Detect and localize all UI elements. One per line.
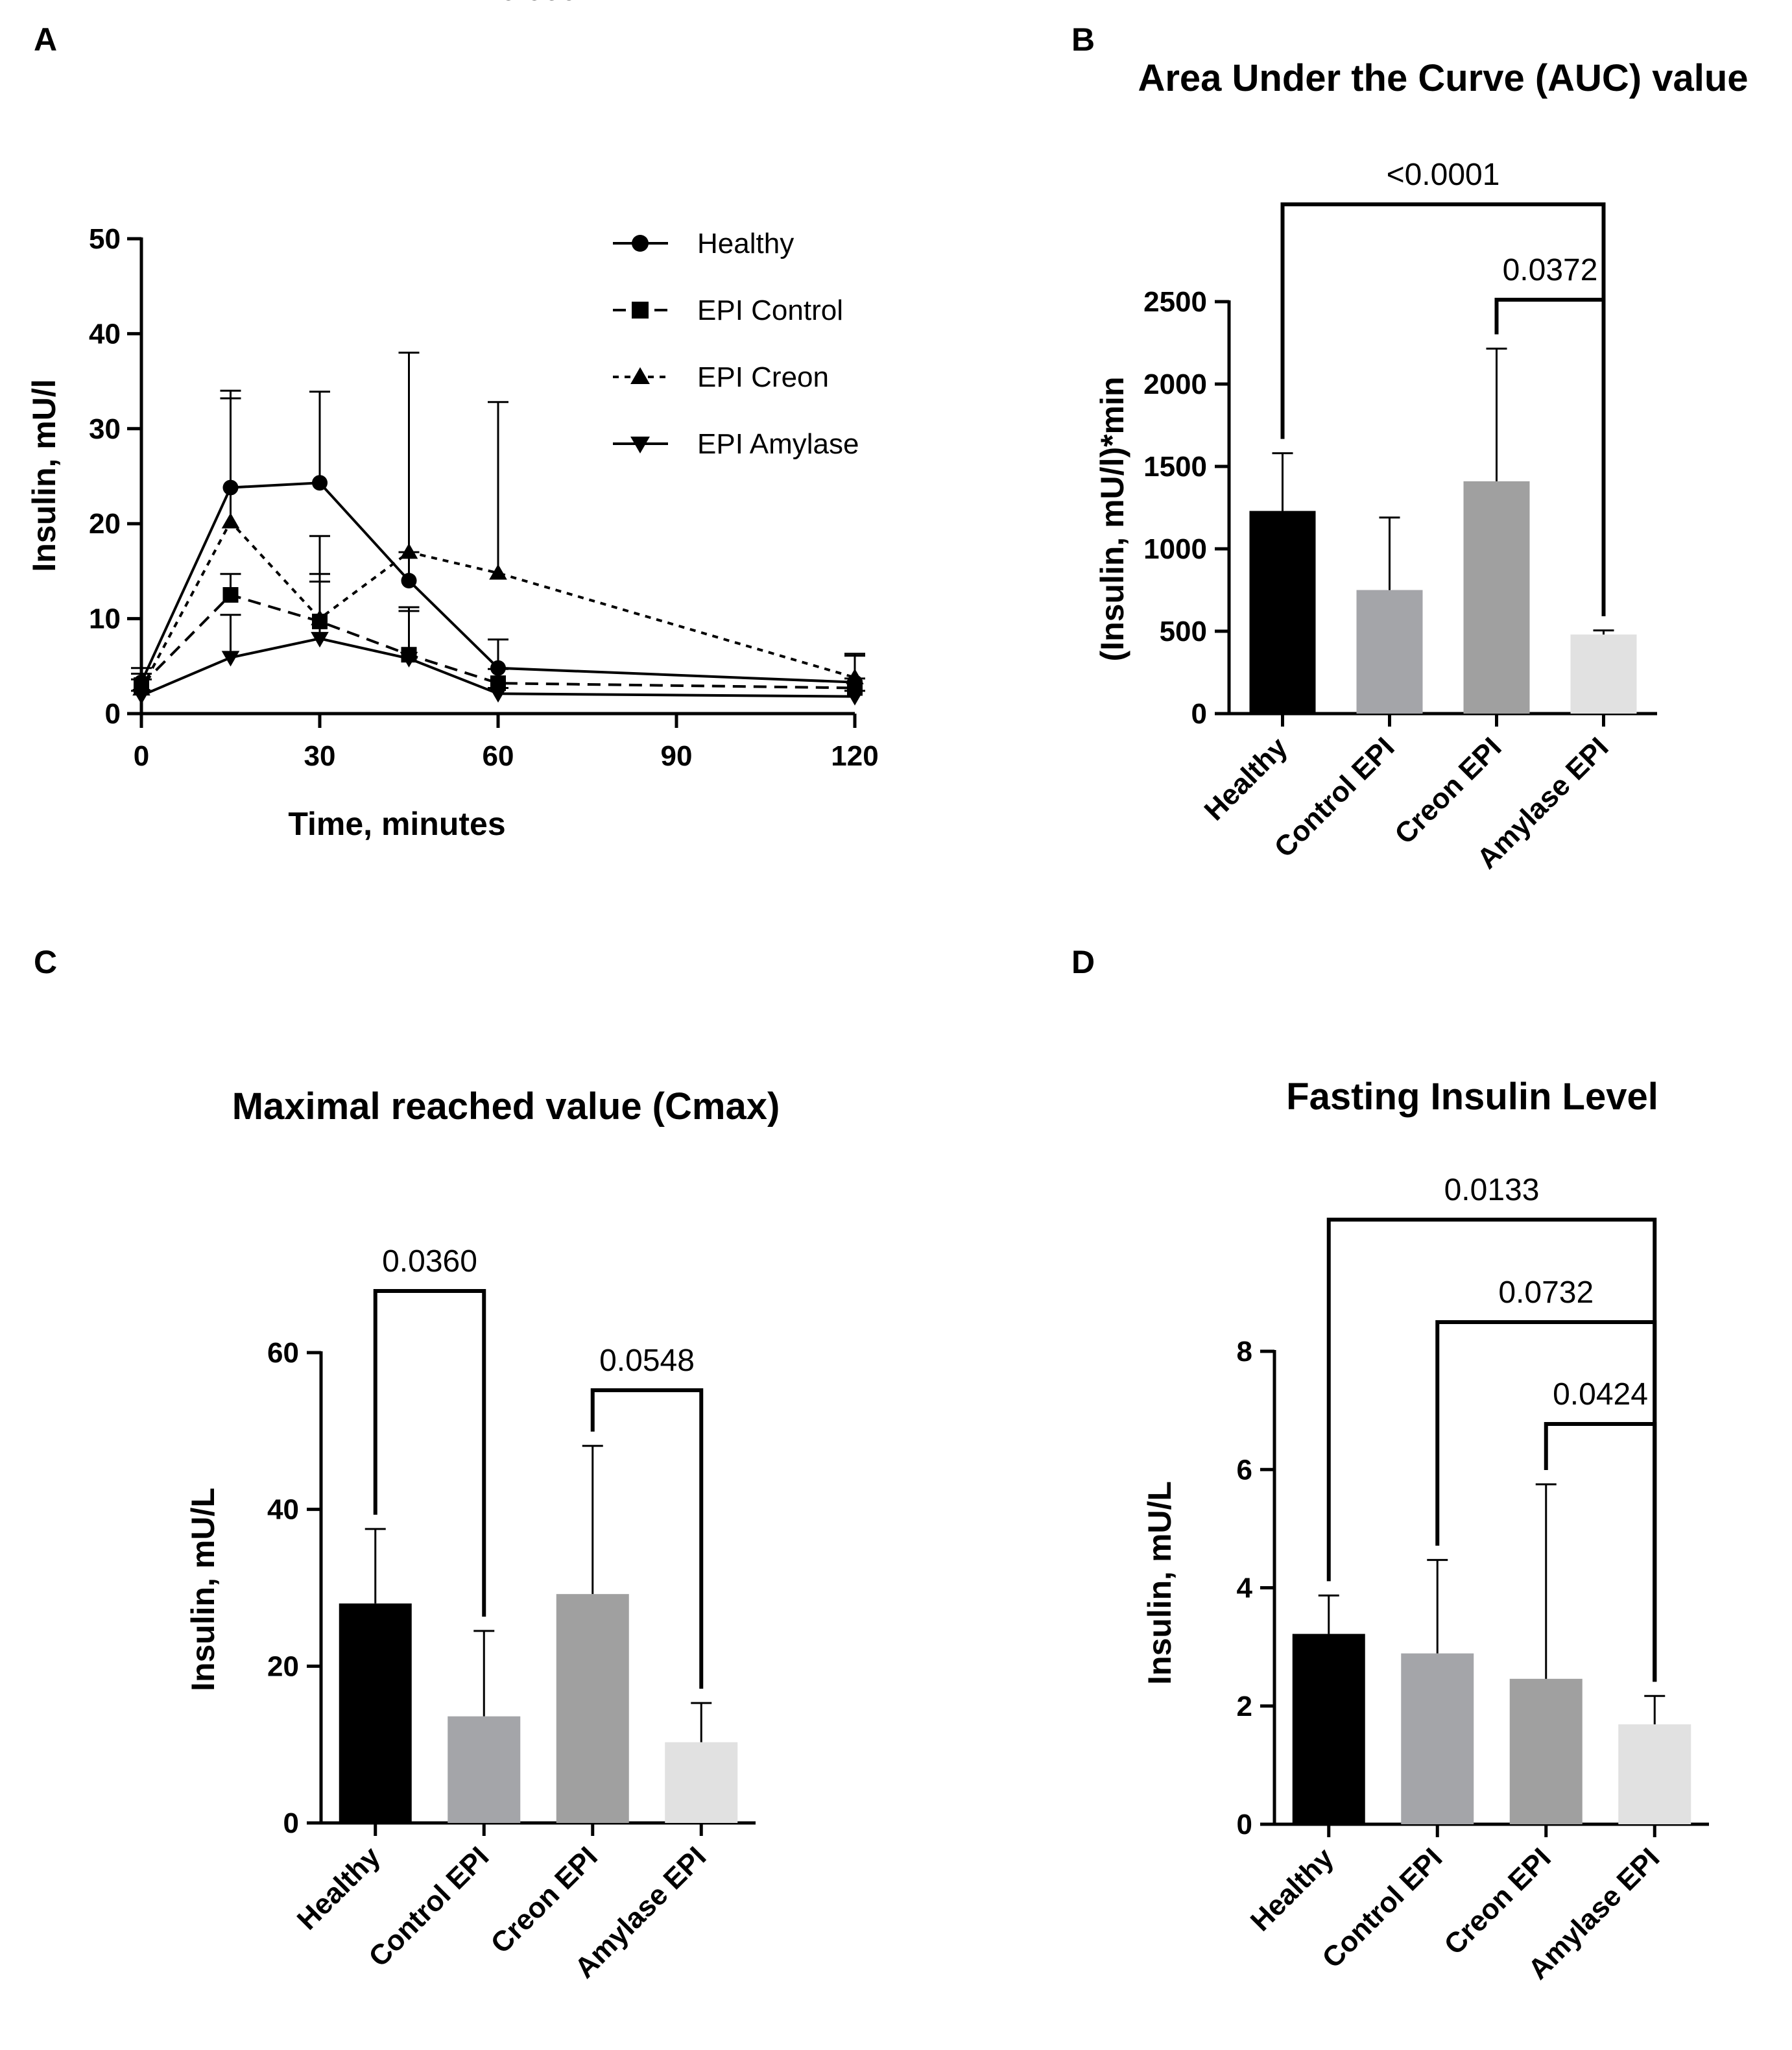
x-tick-label: 30 [304,740,336,772]
legend-marker [632,302,649,319]
y-tick-label: 6 [1237,1454,1252,1486]
series-epi-control-point [222,587,239,603]
y-tick-label: 0 [105,698,121,730]
p-value-label: 0.0133 [1444,1173,1540,1207]
x-tick-label: 90 [661,740,693,772]
bar-healthy [1292,1634,1365,1824]
y-tick-label: 40 [267,1494,299,1526]
series-epi-creon-point [489,564,507,580]
series-epi-amylase-point [221,651,240,667]
y-tick-label: 10 [89,603,121,635]
y-axis-title: Insulin, mU/L [1141,1481,1178,1685]
series-epi-amylase-point [489,687,507,703]
y-tick-label: 20 [267,1650,299,1682]
x-tick-label: Healthy [1245,1842,1340,1937]
bar-amylase-epi [1570,634,1637,714]
x-axis-title: Time, minutes [288,806,505,842]
series-healthy-point [312,475,328,491]
panel-label-d: D [1071,944,1095,980]
bar-creon-epi [1463,481,1530,714]
p-value-label: 0.0372 [1503,253,1598,287]
legend-label: EPI Control [697,295,843,326]
significance-bracket [590,1388,704,1689]
bar-control-epi [1356,590,1423,714]
significance-bracket [373,1289,486,1617]
p-value-label: <0.0001 [1387,158,1500,192]
x-tick-label: Creon EPI [484,1840,603,1959]
bar-control-epi [1401,1653,1474,1824]
y-axis-title: Insulin, mU/L [185,1488,221,1691]
panel-label-c: C [34,944,57,980]
bar-control-epi [448,1716,521,1823]
p-value-label: <0.0001 [482,0,595,7]
bar-creon-epi [1509,1678,1583,1824]
series-epi-amylase-line [141,637,855,698]
series-epi-amylase-point [400,651,418,668]
y-tick-label: 0 [283,1807,299,1839]
legend-label: Healthy [697,228,794,259]
x-tick-label: Healthy [1199,731,1294,826]
line-chart-insulin-time: Time, minutes Insulin, mU/l 0 10 20 30 40 50 0… [26,223,879,842]
series-epi-creon-point [221,512,240,529]
bar-healthy [1249,511,1316,714]
y-tick-label: 30 [89,413,121,445]
y-tick-label: 2500 [1143,286,1207,318]
p-value-label: 0.0424 [1553,1377,1648,1412]
y-tick-label: 50 [89,223,121,255]
bar-amylase-epi [1618,1724,1691,1824]
x-tick-label: Healthy [291,1840,387,1936]
significance-bracket [1544,1422,1657,1682]
series-healthy-line [140,481,855,684]
panel-label-a: A [34,21,57,58]
y-tick-label: 2 [1237,1691,1252,1722]
legend-marker [630,367,650,385]
bar-chart-cmax: Maximal reached value (Cmax) Insulin, mU… [185,0,780,1984]
y-tick-label: 20 [89,508,121,540]
p-value-label: 0.0360 [382,1244,477,1279]
chart-title: Area Under the Curve (AUC) value [1138,57,1748,99]
chart-title: Maximal reached value (Cmax) [232,1085,780,1128]
legend-label: EPI Amylase [697,428,859,460]
series-epi-creon-line [140,519,855,690]
y-tick-label: 500 [1160,616,1207,647]
y-axis-title: (Insulin, mU/l)*min [1094,377,1130,662]
x-tick-label: 0 [134,740,149,772]
panel-label-b: B [1071,21,1095,58]
legend-label: EPI Creon [697,361,829,393]
x-tick-label: Creon EPI [1438,1842,1557,1960]
series-epi-amylase-point [132,688,150,705]
y-axis-title: Insulin, mU/l [26,379,62,572]
chart-title: Fasting Insulin Level [1286,1076,1658,1118]
bar-healthy [339,1603,412,1823]
x-tick-label: Creon EPI [1389,731,1507,850]
significance-bracket [1326,1218,1657,1682]
bar-creon-epi [556,1594,629,1823]
y-tick-label: 60 [267,1337,299,1369]
bar-chart-auc: Area Under the Curve (AUC) value (Insuli… [1094,57,1749,875]
series-epi-amylase-point [311,632,329,648]
y-tick-label: 1500 [1143,451,1207,483]
y-tick-label: 0 [1237,1809,1252,1840]
bar-chart-fasting-insulin: Fasting Insulin Level Insulin, mU/L 0 2 4 6… [1141,1076,1709,1986]
x-tick-label: 120 [831,740,878,772]
y-tick-label: 4 [1237,1573,1253,1604]
y-tick-label: 1000 [1143,533,1207,565]
series-epi-creon-point [846,668,864,684]
y-tick-label: 40 [89,318,121,350]
series-epi-control-line [140,593,855,690]
series-healthy-point [401,573,417,589]
y-tick-label: 8 [1237,1336,1252,1368]
p-value-label: 0.0732 [1498,1275,1594,1310]
bar-amylase-epi [665,1742,738,1823]
p-value-label: 0.0548 [599,1344,695,1378]
legend-marker [630,436,650,453]
significance-bracket [1494,298,1606,616]
y-tick-label: 0 [1191,698,1207,730]
legend-marker [632,235,649,252]
series-epi-amylase-point [846,690,864,706]
y-tick-label: 2000 [1143,368,1207,400]
x-tick-label: 60 [483,740,514,772]
series-epi-creon-point [400,543,418,559]
